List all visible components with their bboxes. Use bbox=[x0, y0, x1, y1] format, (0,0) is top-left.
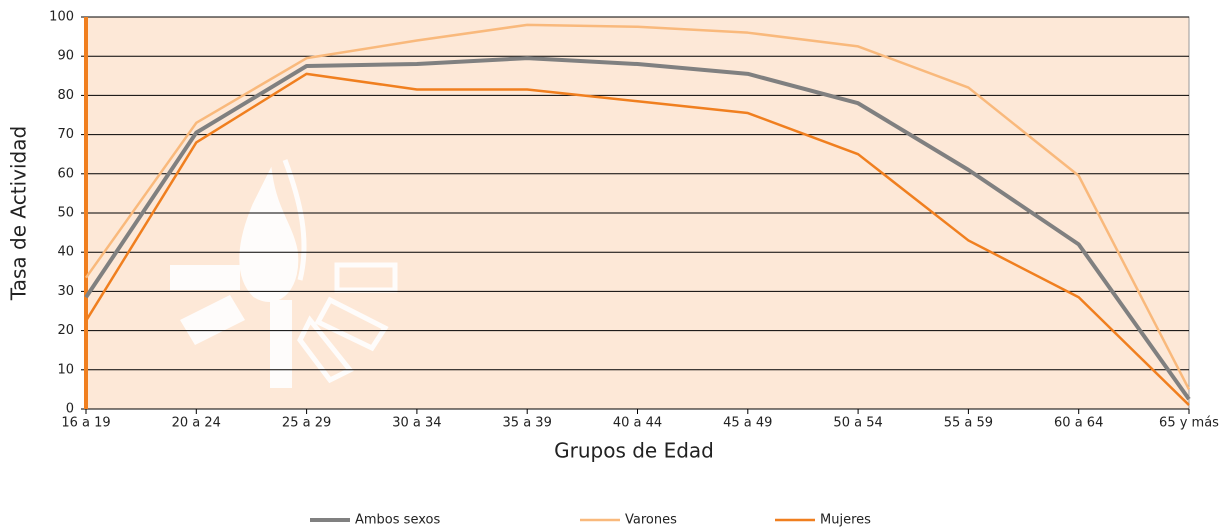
legend-label: Ambos sexos bbox=[355, 513, 440, 528]
x-tick-label: 45 a 49 bbox=[723, 416, 772, 431]
legend-label: Varones bbox=[625, 513, 677, 528]
series-line bbox=[84, 56, 1191, 401]
y-tick-label: 80 bbox=[57, 88, 74, 103]
legend-label: Mujeres bbox=[820, 513, 871, 528]
x-tick-label: 65 y más bbox=[1159, 416, 1219, 431]
y-tick-label: 90 bbox=[57, 49, 74, 64]
y-tick-label: 40 bbox=[57, 245, 74, 260]
x-tick-label: 16 a 19 bbox=[61, 416, 110, 431]
y-tick-label: 30 bbox=[57, 284, 74, 299]
x-tick-label: 55 a 59 bbox=[944, 416, 993, 431]
series-line bbox=[84, 23, 1191, 390]
y-tick-label: 70 bbox=[57, 127, 74, 142]
series-line bbox=[84, 72, 1190, 406]
y-tick-label: 10 bbox=[57, 362, 74, 377]
x-tick-label: 20 a 24 bbox=[172, 416, 221, 431]
x-tick-label: 50 a 54 bbox=[833, 416, 882, 431]
y-tick-label: 0 bbox=[66, 402, 74, 417]
x-tick-label: 35 a 39 bbox=[503, 416, 552, 431]
x-tick-label: 40 a 44 bbox=[613, 416, 662, 431]
x-tick-label: 30 a 34 bbox=[392, 416, 441, 431]
y-tick-label: 100 bbox=[49, 10, 74, 25]
x-tick-label: 60 a 64 bbox=[1054, 416, 1103, 431]
watermark bbox=[170, 159, 398, 388]
y-tick-label: 60 bbox=[57, 166, 74, 181]
y-axis-title: Tasa de Actividad bbox=[7, 126, 31, 301]
y-tick-label: 20 bbox=[57, 323, 74, 338]
x-tick-label: 25 a 29 bbox=[282, 416, 331, 431]
x-axis-title: Grupos de Edad bbox=[554, 439, 714, 463]
y-tick-label: 50 bbox=[57, 206, 74, 221]
